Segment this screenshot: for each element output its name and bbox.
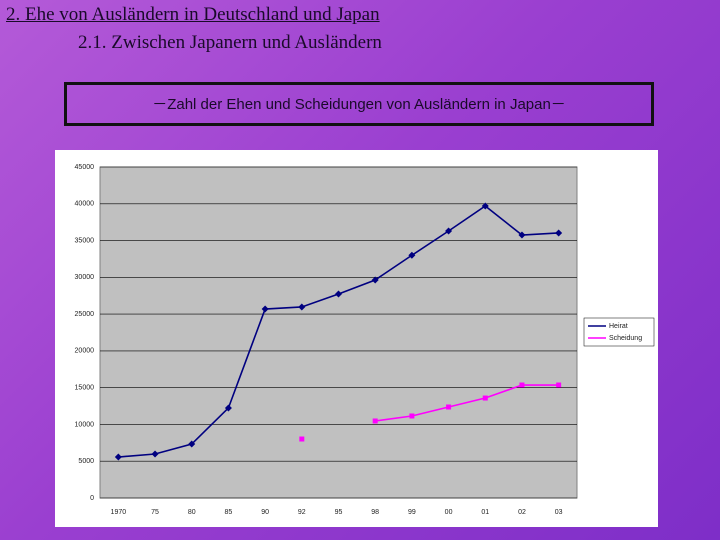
y-tick-label: 10000 xyxy=(75,421,95,428)
point-marker xyxy=(446,404,452,410)
point-marker xyxy=(408,251,416,259)
point-marker xyxy=(445,227,453,235)
slide-subtitle: 2.1. Zwischen Japanern und Ausländern xyxy=(78,32,382,53)
point-marker xyxy=(519,382,525,388)
y-tick-label: 25000 xyxy=(75,311,95,318)
point-marker xyxy=(409,413,415,419)
y-tick-label: 35000 xyxy=(75,237,95,244)
y-tick-label: 15000 xyxy=(75,385,95,392)
point-marker xyxy=(261,305,269,313)
legend-label: Scheidung xyxy=(609,335,642,342)
slide-title: 2. Ehe von Ausländern in Deutschland und… xyxy=(6,4,380,25)
x-tick-label: 92 xyxy=(298,509,306,516)
x-tick-label: 1970 xyxy=(111,509,127,516)
y-tick-label: 5000 xyxy=(78,458,94,465)
legend-label: Heirat xyxy=(609,323,628,330)
x-tick-label: 95 xyxy=(335,509,343,516)
x-tick-label: 03 xyxy=(555,509,563,516)
point-marker xyxy=(481,202,489,210)
point-marker xyxy=(372,418,378,424)
y-tick-label: 20000 xyxy=(75,348,95,355)
caption-box: －Zahl der Ehen und Scheidungen von Auslä… xyxy=(64,82,654,126)
x-tick-label: 85 xyxy=(225,509,233,516)
point-marker xyxy=(188,440,196,448)
x-tick-label: 80 xyxy=(188,509,196,516)
chart-caption: －Zahl der Ehen und Scheidungen von Auslä… xyxy=(152,96,566,113)
series-line xyxy=(375,384,559,422)
point-marker xyxy=(482,395,488,401)
point-marker xyxy=(518,231,526,239)
point-marker xyxy=(371,276,379,284)
point-marker xyxy=(555,229,563,237)
point-marker xyxy=(556,382,562,388)
x-tick-label: 98 xyxy=(371,509,379,516)
x-tick-label: 01 xyxy=(481,509,489,516)
x-tick-label: 00 xyxy=(445,509,453,516)
x-tick-label: 02 xyxy=(518,509,526,516)
point-marker xyxy=(298,303,306,311)
plot-area xyxy=(99,166,578,499)
point-marker xyxy=(114,453,122,461)
legend xyxy=(583,317,655,347)
point-marker xyxy=(151,450,159,458)
point-marker xyxy=(224,404,232,412)
y-tick-label: 30000 xyxy=(75,274,95,281)
x-tick-label: 99 xyxy=(408,509,416,516)
y-tick-label: 0 xyxy=(90,495,94,502)
x-tick-label: 90 xyxy=(261,509,269,516)
point-marker xyxy=(335,290,342,298)
y-tick-label: 45000 xyxy=(75,164,95,171)
y-tick-label: 40000 xyxy=(75,201,95,208)
point-marker xyxy=(299,436,305,442)
x-tick-label: 75 xyxy=(151,509,159,516)
